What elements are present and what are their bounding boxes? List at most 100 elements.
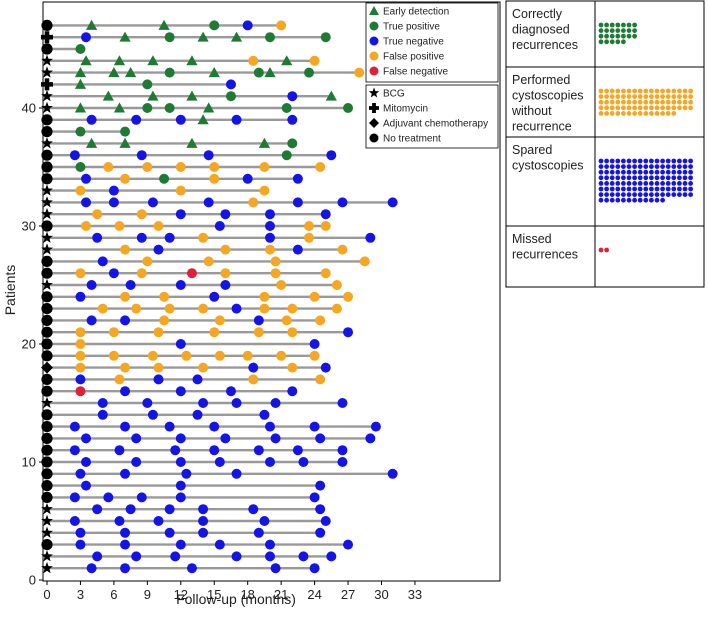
summary-dot xyxy=(649,169,654,175)
true-negative-marker xyxy=(309,339,320,349)
true-negative-marker xyxy=(114,445,125,456)
false-positive-marker xyxy=(220,244,231,255)
summary-dot xyxy=(632,186,637,192)
summary-dot xyxy=(632,33,637,39)
early-detection-marker xyxy=(325,90,337,101)
true-negative-marker xyxy=(343,539,354,550)
summary-dot xyxy=(609,39,615,45)
false-positive-marker xyxy=(270,268,281,279)
true-negative-marker xyxy=(108,185,119,196)
summary-dot xyxy=(660,88,665,94)
true-negative-marker xyxy=(365,232,376,243)
true-negative-marker xyxy=(81,197,92,208)
true-negative-marker xyxy=(320,362,331,373)
early-detection-marker xyxy=(203,102,215,113)
summary-dot xyxy=(632,22,637,28)
legend-label: False positive xyxy=(383,52,445,63)
true-negative-marker xyxy=(120,527,131,538)
true-positive-marker xyxy=(75,162,86,172)
false-positive-marker xyxy=(142,162,153,172)
no-treatment-legend-icon xyxy=(369,133,379,143)
summary-dot xyxy=(682,175,688,181)
true-negative-marker xyxy=(198,527,209,538)
true-negative-marker xyxy=(209,291,220,302)
true-negative-marker xyxy=(225,79,236,90)
false-positive-marker xyxy=(108,327,119,338)
true-negative-marker xyxy=(259,409,270,420)
true-negative-marker xyxy=(337,445,348,456)
false-positive-marker xyxy=(175,185,186,196)
false-positive-marker xyxy=(259,185,270,196)
summary-dot xyxy=(626,94,632,99)
summary-dot xyxy=(649,88,654,94)
true-negative-marker xyxy=(120,315,131,326)
summary-dot xyxy=(665,192,671,198)
true-positive-marker xyxy=(253,67,264,78)
y-tick-label: 10 xyxy=(22,455,36,470)
summary-dot xyxy=(609,28,615,33)
early-detection-marker xyxy=(230,31,243,42)
false-positive-marker xyxy=(248,55,259,66)
adjuvant-chemotherapy-legend-icon xyxy=(369,118,379,128)
x-tick-label: 0 xyxy=(43,587,50,602)
summary-dot xyxy=(604,192,609,198)
summary-dot xyxy=(615,164,621,170)
true-negative-marker xyxy=(181,468,192,479)
early-detection-marker xyxy=(258,137,271,148)
summary-dot xyxy=(626,192,632,198)
true-negative-marker xyxy=(125,280,136,290)
true-negative-marker xyxy=(220,280,231,290)
summary-dot xyxy=(654,99,660,105)
summary-dot xyxy=(615,175,621,181)
summary-dot xyxy=(665,158,671,164)
false-positive-marker xyxy=(320,221,331,231)
false-positive-marker xyxy=(164,303,175,314)
true-negative-marker xyxy=(164,421,175,432)
summary-dot xyxy=(688,192,693,198)
summary-dot xyxy=(626,197,632,203)
true-negative-marker xyxy=(97,398,108,408)
summary-dot xyxy=(604,39,609,45)
summary-dot xyxy=(604,197,609,203)
true-negative-marker xyxy=(186,563,197,574)
summary-dot xyxy=(609,197,615,203)
true-negative-marker xyxy=(136,150,147,161)
y-tick-label: 30 xyxy=(22,219,36,234)
true-negative-marker xyxy=(175,433,186,444)
summary-dot xyxy=(660,192,665,198)
bcg-marker xyxy=(41,196,53,208)
bcg-marker xyxy=(41,137,53,149)
summary-dot xyxy=(626,175,632,181)
no-treatment-marker xyxy=(41,303,53,315)
true-negative-marker xyxy=(220,209,231,220)
early-detection-marker xyxy=(208,67,220,78)
summary-dot xyxy=(615,158,621,164)
true-negative-marker xyxy=(81,480,92,491)
false-positive-marker xyxy=(359,256,370,267)
summary-dot xyxy=(643,111,649,116)
false-positive-marker xyxy=(287,327,298,338)
summary-dot xyxy=(598,39,604,45)
summary-dot xyxy=(609,111,615,116)
mitomycin-marker xyxy=(41,31,54,44)
false-positive-marker xyxy=(198,362,209,373)
true-positive-marker xyxy=(320,32,331,43)
true-negative-marker xyxy=(164,527,175,538)
false-positive-marker xyxy=(153,362,164,373)
false-positive-marker xyxy=(276,280,287,290)
summary-dot xyxy=(643,197,649,203)
false-positive-marker xyxy=(103,162,114,172)
summary-dot xyxy=(621,28,626,33)
summary-dot xyxy=(615,169,621,175)
summary-dot xyxy=(604,99,609,105)
true-negative-marker xyxy=(120,421,131,432)
summary-label: diagnosed xyxy=(512,23,570,37)
true-negative-marker xyxy=(86,280,97,290)
summary-dot xyxy=(604,94,609,99)
true-negative-marker xyxy=(315,433,326,444)
plot-frame xyxy=(42,1,501,582)
summary-dot xyxy=(665,88,671,94)
summary-dot xyxy=(626,186,632,192)
no-treatment-marker xyxy=(41,432,53,444)
true-negative-marker xyxy=(108,197,119,208)
